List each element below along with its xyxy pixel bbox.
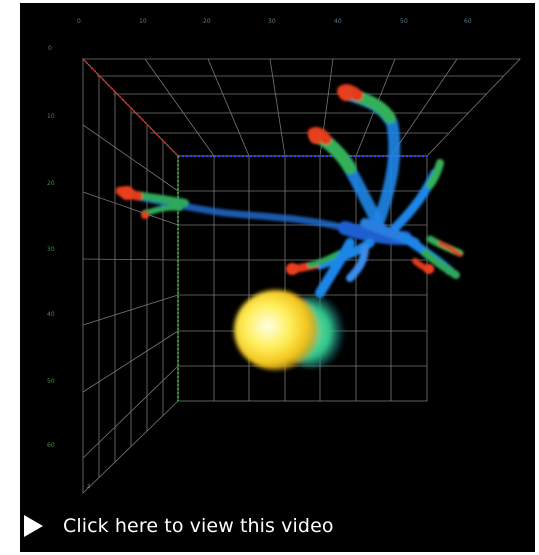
- z-axis-edge: [82, 58, 179, 157]
- top-tick-label: 60: [464, 18, 472, 25]
- 3d-microscopy-render: 0 10 20 30 40 50 60 0 10 20 30 40 50 60: [47, 18, 521, 494]
- cell-processes: [115, 84, 464, 298]
- top-tick-label: 20: [203, 18, 211, 25]
- play-icon: [24, 515, 43, 537]
- view-video-label: Click here to view this video: [63, 515, 334, 537]
- left-tick-label: 40: [47, 311, 55, 318]
- left-axis-ticks: 0 10 20 30 40 50 60: [47, 45, 55, 449]
- view-video-link[interactable]: Click here to view this video: [24, 508, 334, 544]
- left-tick-label: 10: [47, 113, 55, 120]
- left-tick-label: 60: [47, 442, 55, 449]
- video-preview[interactable]: 0 10 20 30 40 50 60 0 10 20 30 40 50 60: [20, 3, 535, 552]
- top-axis-ticks: 0 10 20 30 40 50 60: [77, 18, 472, 25]
- scale-marker: z: [87, 483, 90, 490]
- cell-soma: [234, 290, 346, 370]
- top-tick-label: 40: [334, 18, 342, 25]
- top-tick-label: 0: [77, 18, 81, 25]
- left-tick-label: 50: [47, 378, 55, 385]
- top-tick-label: 50: [400, 18, 408, 25]
- process-tips: [120, 87, 434, 275]
- left-tick-label: 0: [48, 45, 52, 52]
- grid-box: [82, 58, 521, 494]
- top-tick-label: 10: [139, 18, 147, 25]
- left-tick-label: 30: [47, 246, 55, 253]
- top-tick-label: 30: [268, 18, 276, 25]
- left-tick-label: 20: [47, 180, 55, 187]
